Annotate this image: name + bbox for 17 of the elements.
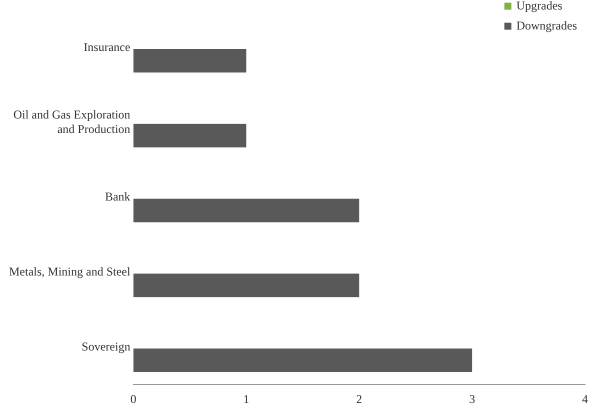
legend-label: Downgrades [516, 18, 578, 32]
y-tick-label: Insurance [84, 40, 130, 54]
bar [133, 198, 360, 222]
x-tick-label: 1 [243, 392, 250, 406]
x-tick-label: 2 [356, 392, 362, 406]
x-tick-label: 3 [469, 392, 476, 406]
bar [133, 274, 360, 298]
x-tick-label: 4 [582, 392, 588, 406]
bar [133, 348, 472, 372]
x-tick-label: 0 [130, 392, 136, 406]
bar [133, 124, 246, 148]
y-tick-label: Bank [104, 190, 130, 204]
y-tick-label: Metals, Mining and Steel [8, 264, 131, 278]
bar [133, 48, 246, 73]
y-tick-label: Sovereign [82, 339, 130, 354]
legend-label: Upgrades [516, 0, 563, 12]
y-tick-label: Oil and Gas Exploration and Production [13, 107, 130, 136]
